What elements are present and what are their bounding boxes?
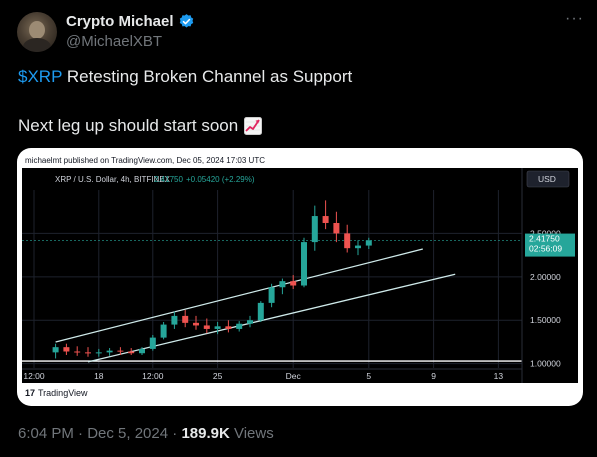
- channel-lines: [22, 248, 522, 363]
- author-handle[interactable]: @MichaelXBT: [66, 33, 163, 50]
- tweet-meta: 6:04 PM · Dec 5, 2024 · 189.9K Views: [18, 425, 274, 442]
- candle-body: [225, 326, 232, 329]
- candle-body: [203, 325, 210, 329]
- tweet-text-line1-rest: Retesting Broken Channel as Support: [62, 67, 353, 86]
- candle-body: [85, 352, 91, 354]
- candle-body: [311, 216, 318, 243]
- chart-increasing-icon: [244, 117, 263, 135]
- price-tick-label: 1.50000: [530, 315, 561, 325]
- tweet-text-line1: $XRP Retesting Broken Channel as Support: [18, 67, 352, 87]
- currency-button-label: USD: [538, 174, 556, 184]
- candle-body: [257, 302, 264, 321]
- candle-body: [63, 347, 70, 352]
- price-tag-bg: [525, 233, 575, 257]
- candle-body: [333, 222, 340, 234]
- candle-body: [268, 287, 275, 303]
- avatar-face: [29, 21, 45, 39]
- last-price-label: 2.41750: [154, 175, 183, 184]
- views-count: 189.9K: [181, 425, 230, 442]
- candle-body: [247, 320, 253, 324]
- time-tick-label: 13: [494, 371, 504, 381]
- currency-button[interactable]: USD: [526, 170, 570, 188]
- price-tag: 2.41750 02:56:09: [525, 233, 575, 257]
- candle-body: [106, 350, 113, 353]
- tweet-text-line2-text: Next leg up should start soon: [18, 116, 239, 135]
- channel-upper-line: [55, 248, 423, 343]
- tradingview-footer[interactable]: 17 TradingView: [25, 388, 88, 398]
- symbol-label: XRP / U.S. Dollar, 4h, BITFINEX: [55, 175, 171, 184]
- time-axis: 12:00 18 12:00 25 Dec 5 9 13: [22, 368, 522, 381]
- price-axis: 2.50000 2.00000 1.50000 1.00000: [521, 168, 578, 383]
- candle-body: [301, 242, 307, 286]
- price-tick-label: 2.00000: [530, 272, 561, 282]
- tweet-timestamp[interactable]: 6:04 PM · Dec 5, 2024: [18, 425, 169, 442]
- chart-background: [22, 168, 578, 383]
- candle-body: [365, 240, 372, 246]
- time-tick-label: 25: [213, 371, 223, 381]
- time-tick-label: 5: [366, 371, 371, 381]
- chart-card[interactable]: michaelmt published on TradingView.com, …: [17, 148, 583, 406]
- time-tick-label: Dec: [286, 371, 302, 381]
- candle-body: [52, 347, 59, 353]
- change-label: +0.05420 (+2.29%): [186, 175, 255, 184]
- time-tick-label: 9: [431, 371, 436, 381]
- candle-body: [171, 315, 178, 325]
- channel-lower-line: [87, 273, 456, 363]
- candle-body: [236, 323, 243, 329]
- price-tag-countdown: 02:56:09: [529, 244, 562, 254]
- price-tag-value: 2.41750: [529, 234, 560, 244]
- candle-body: [290, 281, 297, 286]
- published-info: michaelmt published on TradingView.com, …: [25, 156, 265, 165]
- candle-body: [355, 245, 361, 249]
- tweet-text-line2: Next leg up should start soon: [18, 116, 263, 136]
- more-icon[interactable]: ···: [565, 10, 584, 27]
- candle-body: [128, 351, 135, 354]
- candle-body: [117, 350, 124, 352]
- candle-body: [160, 324, 167, 338]
- candle-body: [322, 216, 329, 223]
- time-tick-label: 18: [94, 371, 104, 381]
- author-display-name[interactable]: Crypto Michael: [66, 13, 174, 30]
- cashtag-link[interactable]: $XRP: [18, 67, 63, 86]
- avatar-body: [23, 38, 51, 52]
- candle-body: [74, 351, 81, 353]
- time-tick-label: 12:00: [23, 371, 45, 381]
- candles: [52, 200, 372, 359]
- candle-body: [182, 315, 189, 323]
- candle-body: [279, 281, 286, 288]
- tradingview-footer-text: TradingView: [38, 388, 88, 398]
- candle-body: [149, 337, 156, 349]
- price-axis-bg: [522, 168, 578, 383]
- candle-body: [214, 326, 221, 329]
- author-name-row: Crypto Michael: [66, 13, 195, 30]
- candle-body: [95, 352, 102, 354]
- views-label: Views: [233, 425, 274, 442]
- verified-badge-icon: [179, 14, 193, 28]
- avatar[interactable]: [17, 12, 57, 52]
- candle-body: [344, 233, 351, 249]
- chart-grid: [22, 190, 522, 368]
- currency-button-bg: [526, 170, 570, 188]
- tradingview-logo-icon: 17: [25, 388, 36, 398]
- price-tick-label: 2.50000: [530, 228, 561, 238]
- candle-body: [139, 348, 145, 354]
- chart-legend: XRP / U.S. Dollar, 4h, BITFINEX 2.41750 …: [55, 175, 255, 184]
- time-tick-label: 12:00: [142, 371, 164, 381]
- candle-body: [193, 322, 199, 326]
- price-tick-label: 1.00000: [530, 359, 561, 369]
